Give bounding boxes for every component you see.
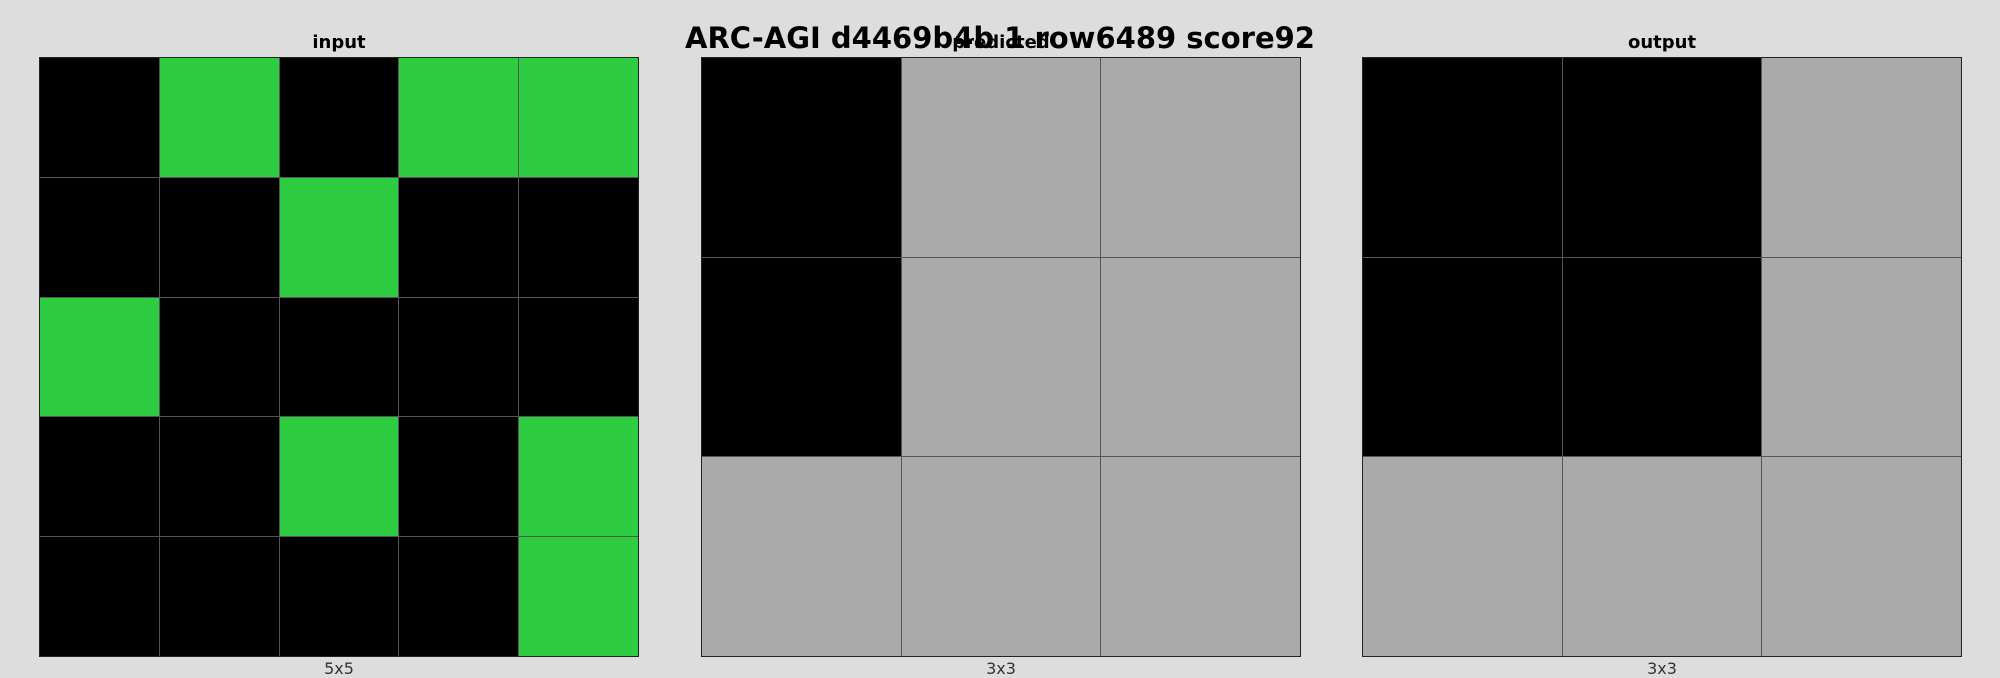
grid-cell — [901, 457, 1101, 656]
grid-cell — [40, 297, 159, 417]
grid-cell — [399, 177, 519, 297]
grid-cell — [40, 417, 159, 537]
grid-cell — [519, 58, 638, 177]
grid-cell — [1762, 58, 1961, 257]
input-grid-dimensions: 5x5 — [324, 659, 354, 678]
grid-cell — [1562, 257, 1762, 457]
grid-cell — [519, 537, 638, 656]
input-grid — [39, 57, 639, 657]
grid-cell — [519, 177, 638, 297]
grid-cell — [1762, 257, 1961, 457]
output-grid-dimensions: 3x3 — [1647, 659, 1677, 678]
grid-cell — [159, 58, 279, 177]
predicted-grid — [701, 57, 1301, 657]
predicted-grid-dimensions: 3x3 — [986, 659, 1016, 678]
grid-cell — [159, 537, 279, 656]
predicted-panel-title: predicted — [952, 32, 1050, 53]
grid-cell — [1101, 58, 1300, 257]
grid-cell — [399, 537, 519, 656]
grid-cell — [279, 177, 399, 297]
grid-cell — [519, 297, 638, 417]
grid-cell — [901, 58, 1101, 257]
grid-cell — [519, 417, 638, 537]
grid-cell — [40, 58, 159, 177]
grid-cell — [1762, 457, 1961, 656]
grid-cell — [279, 58, 399, 177]
grid-cell — [40, 177, 159, 297]
grid-cell — [1363, 58, 1562, 257]
grid-cell — [159, 417, 279, 537]
grid-cell — [702, 58, 901, 257]
input-panel-title: input — [312, 32, 366, 53]
output-grid — [1362, 57, 1962, 657]
grid-cell — [279, 417, 399, 537]
grid-cell — [399, 58, 519, 177]
grid-cell — [159, 297, 279, 417]
output-panel-title: output — [1627, 32, 1697, 53]
grid-cell — [1101, 457, 1300, 656]
grid-cell — [1562, 58, 1762, 257]
grid-cell — [159, 177, 279, 297]
grid-cell — [1562, 457, 1762, 656]
grid-cell — [702, 257, 901, 457]
page-title: ARC-AGI d4469b4b 1 row6489 score92 — [685, 21, 1315, 55]
grid-cell — [1363, 457, 1562, 656]
grid-cell — [1101, 257, 1300, 457]
grid-cell — [279, 297, 399, 417]
grid-cell — [279, 537, 399, 656]
grid-cell — [40, 537, 159, 656]
grid-cell — [1363, 257, 1562, 457]
grid-cell — [702, 457, 901, 656]
grid-cell — [901, 257, 1101, 457]
grid-cell — [399, 297, 519, 417]
grid-cell — [399, 417, 519, 537]
